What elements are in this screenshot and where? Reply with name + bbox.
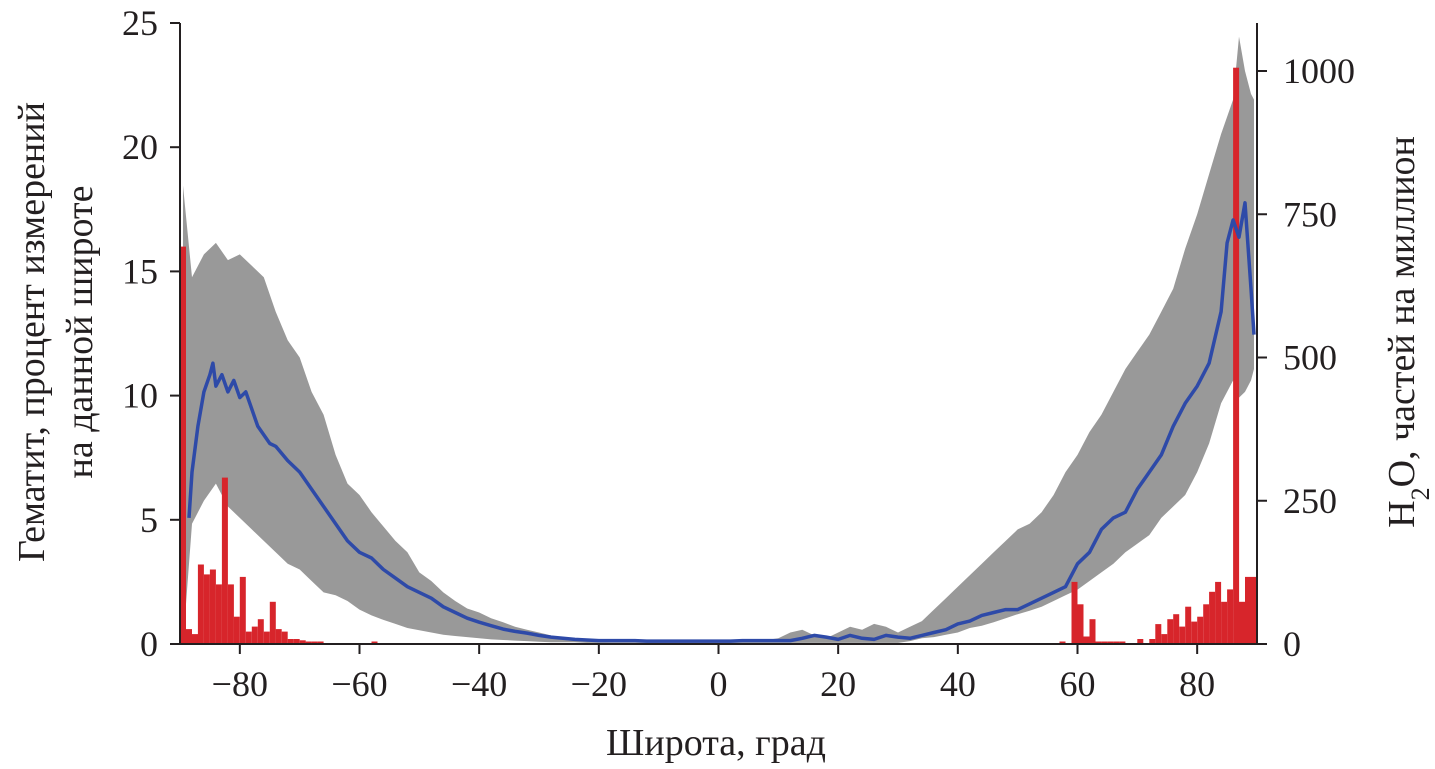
bar: [311, 641, 318, 644]
bar: [1179, 626, 1186, 644]
bar: [251, 626, 258, 644]
bar: [1173, 614, 1180, 644]
x-tick-label: −20: [571, 664, 627, 704]
tick-labels: −80 −60 −40 −20 0 20 40 60 800510152025025050075…: [122, 3, 1355, 704]
bar: [257, 619, 264, 644]
bar: [263, 631, 270, 644]
y-left-tick-label: 25: [122, 3, 158, 43]
bar: [287, 639, 294, 644]
y-left-tick-label: 15: [122, 251, 158, 291]
bar: [1107, 641, 1114, 644]
y-left-tick-label: 5: [140, 500, 158, 540]
x-tick-label: 40: [940, 664, 976, 704]
x-tick-label: 20: [820, 664, 856, 704]
bar: [281, 631, 288, 644]
bar: [1113, 641, 1120, 644]
band-area: [183, 36, 1254, 645]
bar: [209, 569, 216, 644]
bar: [1209, 591, 1216, 644]
bar: [1101, 641, 1108, 644]
bar: [269, 601, 276, 644]
bar: [1239, 601, 1245, 644]
x-tick-label: −60: [331, 664, 387, 704]
bar: [1155, 624, 1162, 644]
y-right-axis-label: H2O, частей на миллион: [1381, 136, 1435, 528]
bar: [1251, 576, 1257, 644]
bar: [1137, 639, 1144, 644]
x-tick-label: 80: [1179, 664, 1215, 704]
bar: [1245, 576, 1251, 644]
y-left-axis-label-line-1: Гематит, процент измерений: [11, 102, 53, 562]
x-tick-label: 60: [1060, 664, 1096, 704]
bar: [186, 629, 192, 644]
bar: [1197, 616, 1204, 644]
y-left-tick-label: 10: [122, 376, 158, 416]
y-left-axis-label-line-2: на данной широте: [59, 186, 101, 479]
y-right-label-rest: O, частей на миллион: [1381, 136, 1423, 487]
bar: [1119, 641, 1126, 644]
y-right-tick-label: 1000: [1283, 51, 1355, 91]
bar: [197, 564, 204, 644]
y-left-tick-label: 0: [140, 624, 158, 664]
bar: [1161, 634, 1168, 644]
bar: [192, 634, 198, 644]
x-axis-label: Широта, град: [606, 722, 826, 764]
bar: [305, 641, 312, 644]
bar: [1149, 639, 1156, 644]
bar: [1191, 621, 1198, 644]
bar: [317, 641, 324, 644]
x-tick-label: −80: [212, 664, 268, 704]
hematite-bars: [180, 67, 1257, 644]
bar: [215, 584, 222, 644]
bar: [1221, 601, 1228, 644]
bar: [293, 639, 300, 644]
bar: [1089, 619, 1096, 644]
bar: [1059, 641, 1066, 644]
bar: [1083, 636, 1090, 644]
bar: [221, 477, 228, 644]
bar: [180, 246, 186, 644]
bar: [1071, 581, 1078, 644]
bar: [203, 574, 210, 644]
bar: [299, 640, 306, 644]
bar: [239, 576, 246, 644]
axes: [170, 22, 1267, 654]
bar: [275, 629, 282, 644]
y-left-tick-label: 20: [122, 127, 158, 167]
bar: [1095, 641, 1102, 644]
line-path: [187, 201, 1256, 643]
bar: [1233, 67, 1240, 644]
h2o-mean-line: [187, 201, 1256, 643]
y-right-label-subscript: 2: [1406, 487, 1435, 500]
bar: [245, 631, 252, 644]
bar: [1167, 619, 1174, 644]
bar: [1077, 604, 1084, 644]
bar: [1203, 604, 1210, 644]
bar: [1215, 581, 1222, 644]
bar: [1185, 606, 1192, 644]
y-right-tick-label: 250: [1283, 481, 1337, 521]
bar: [233, 616, 240, 644]
y-right-tick-label: 500: [1283, 338, 1337, 378]
bar: [371, 641, 378, 644]
x-tick-label: 0: [710, 664, 728, 704]
h2o-uncertainty-band: [183, 36, 1254, 645]
bar: [227, 584, 234, 644]
y-right-tick-label: 0: [1283, 624, 1301, 664]
bar: [1227, 589, 1234, 644]
x-tick-label: −40: [451, 664, 507, 704]
y-right-tick-label: 750: [1283, 194, 1337, 234]
y-right-label-base: H: [1381, 500, 1423, 527]
